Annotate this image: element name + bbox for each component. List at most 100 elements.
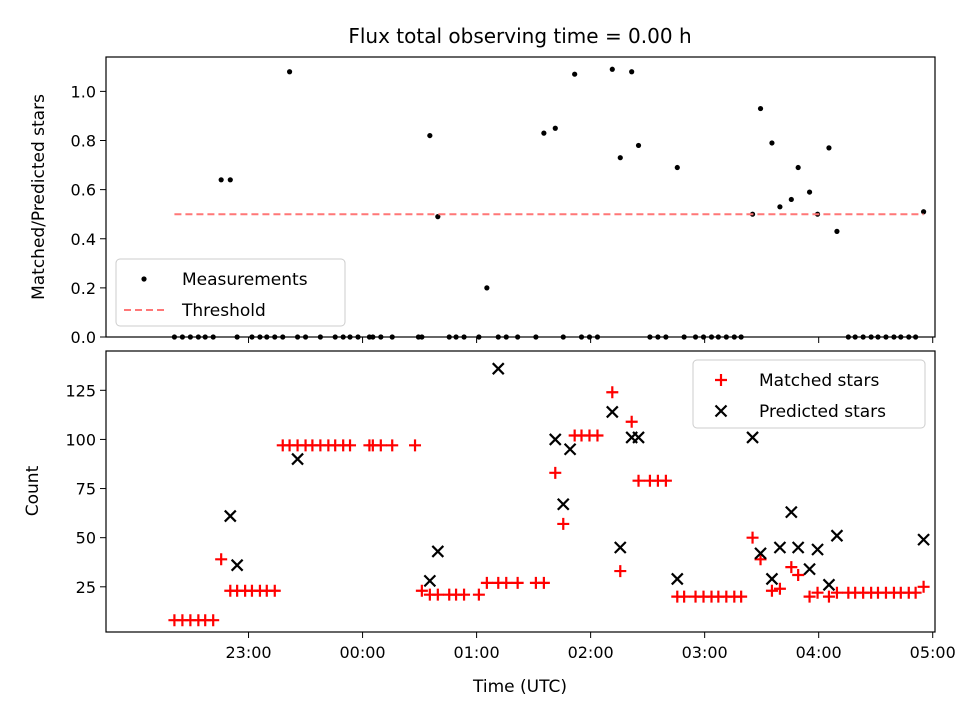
measurement-point bbox=[860, 334, 866, 340]
measurement-point bbox=[332, 334, 338, 340]
measurement-point bbox=[533, 334, 539, 340]
measurement-point bbox=[715, 334, 721, 340]
matched-star-point bbox=[735, 590, 748, 603]
measurement-point bbox=[280, 334, 286, 340]
bottom-y-axis-label: Count bbox=[23, 465, 43, 516]
matched-star-point bbox=[344, 439, 357, 452]
legend-marker bbox=[141, 276, 147, 282]
measurement-point bbox=[708, 334, 715, 340]
matched-star-point bbox=[792, 569, 805, 582]
measurement-point bbox=[195, 334, 201, 340]
measurement-point bbox=[355, 334, 361, 340]
measurement-point bbox=[906, 334, 912, 340]
legend-box bbox=[692, 359, 926, 429]
measurement-point bbox=[826, 145, 832, 151]
matched-star-point bbox=[215, 553, 228, 566]
x-tick-label: 01:00 bbox=[454, 643, 500, 662]
y-tick-label: 25 bbox=[76, 578, 96, 597]
measurement-point bbox=[788, 196, 794, 203]
measurement-point bbox=[286, 69, 293, 75]
measurement-point bbox=[187, 334, 193, 340]
top-y-axis-label: Matched/Predicted stars bbox=[29, 94, 49, 300]
matched-star-point bbox=[415, 584, 428, 597]
predicted-star-point bbox=[917, 533, 930, 546]
measurement-point bbox=[674, 164, 680, 171]
predicted-star-point bbox=[791, 541, 805, 554]
measurement-point bbox=[257, 334, 263, 340]
predicted-star-point bbox=[632, 431, 645, 444]
matched-star-point bbox=[549, 466, 562, 479]
predicted-star-point bbox=[830, 529, 844, 542]
x-tick-label: 00:00 bbox=[340, 643, 386, 662]
measurement-point bbox=[663, 334, 669, 340]
measurement-point bbox=[179, 334, 186, 340]
predicted-star-point bbox=[765, 572, 779, 586]
predicted-star-point bbox=[431, 545, 445, 558]
measurement-point bbox=[757, 105, 764, 112]
predicted-star-point bbox=[423, 574, 437, 588]
y-tick-label: 0.0 bbox=[71, 328, 96, 347]
matched-star-point bbox=[500, 576, 513, 589]
y-tick-label: 0.8 bbox=[71, 132, 96, 151]
matched-star-point bbox=[537, 576, 550, 589]
measurement-point bbox=[552, 125, 558, 131]
x-axis-label: Time (UTC) bbox=[472, 677, 567, 697]
matched-star-point bbox=[606, 386, 619, 399]
legend-marker bbox=[714, 404, 728, 418]
bottom-panel: 25 50 75 100 125 23:00 00:00 01:00 02:00 03:00 04:… bbox=[65, 350, 956, 662]
measurement-point bbox=[453, 334, 459, 340]
matched-star-point bbox=[268, 584, 281, 597]
plot-frame bbox=[105, 56, 936, 338]
measurement-point bbox=[264, 334, 270, 340]
measurement-point bbox=[495, 334, 501, 340]
measurement-point bbox=[586, 334, 593, 340]
matched-star-point bbox=[917, 580, 930, 593]
matched-star-point bbox=[678, 590, 691, 603]
y-tick-label: 75 bbox=[76, 480, 96, 499]
measurement-point bbox=[609, 66, 615, 72]
y-tick-label: 0.6 bbox=[71, 181, 96, 200]
x-tick-label: 02:00 bbox=[568, 643, 614, 662]
measurement-point bbox=[845, 334, 851, 340]
matched-star-point bbox=[909, 586, 922, 599]
measurement-point bbox=[883, 334, 889, 340]
measurement-point bbox=[340, 334, 346, 340]
matched-star-point bbox=[773, 582, 786, 595]
matched-star-point bbox=[625, 415, 638, 428]
matched-star-point bbox=[458, 588, 471, 601]
measurement-point bbox=[435, 214, 441, 220]
measurement-point bbox=[272, 334, 278, 340]
x-tick-label: 23:00 bbox=[225, 643, 271, 662]
matched-star-point bbox=[374, 439, 387, 452]
predicted-star-point bbox=[811, 543, 824, 556]
predicted-star-point bbox=[822, 578, 836, 592]
predicted-star-point bbox=[613, 541, 627, 554]
measurement-point bbox=[731, 334, 737, 340]
matched-star-point bbox=[822, 590, 835, 603]
measurement-point bbox=[234, 334, 240, 340]
measurement-point bbox=[578, 334, 585, 340]
matched-star-point bbox=[830, 586, 843, 599]
y-tick-label: 0.2 bbox=[71, 279, 96, 298]
predicted-star-point bbox=[291, 452, 304, 466]
measurement-point bbox=[515, 334, 521, 340]
measurement-point bbox=[617, 155, 623, 161]
top-panel: 0.0 0.2 0.4 0.6 0.8 1.0 Measurements Threshold bbox=[71, 56, 936, 347]
measurement-point bbox=[202, 334, 208, 340]
measurement-point bbox=[370, 334, 376, 340]
predicted-star-point bbox=[549, 433, 562, 446]
legend-label: Measurements bbox=[182, 270, 308, 290]
plot-frame bbox=[105, 350, 936, 633]
measurement-point bbox=[913, 334, 919, 340]
matched-star-point bbox=[803, 590, 816, 603]
measurement-point bbox=[302, 334, 309, 340]
predicted-star-point bbox=[606, 405, 619, 419]
measurement-point bbox=[476, 334, 482, 340]
matched-star-point bbox=[659, 474, 672, 487]
measurement-point bbox=[795, 164, 801, 171]
measurement-point bbox=[738, 334, 744, 340]
measurement-point bbox=[484, 285, 490, 291]
measurement-point bbox=[427, 132, 433, 139]
measurement-point bbox=[898, 334, 904, 340]
